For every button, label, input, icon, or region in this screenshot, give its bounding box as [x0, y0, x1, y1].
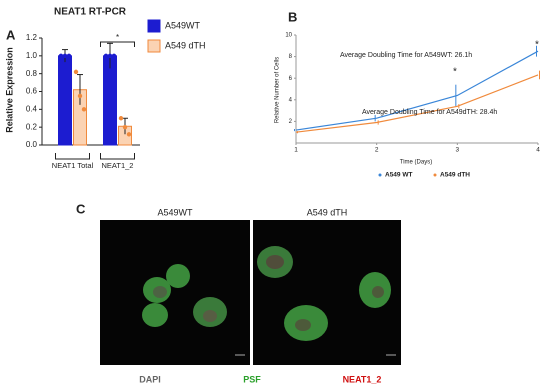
legend-swatch: [147, 39, 161, 53]
bar: [103, 55, 117, 146]
y-tick-label: 1.0: [26, 51, 38, 60]
y-tick-label: 0.0: [26, 140, 38, 149]
series-line: [295, 74, 539, 133]
significance-bracket: [100, 41, 135, 47]
legend-label: A549 dTH: [165, 40, 206, 50]
legend-swatch: [147, 19, 161, 33]
x-tick-label-box: NEAT1_2: [101, 161, 134, 170]
y-tick-label: 4: [289, 97, 293, 103]
x-tick-label-box: NEAT1 Total: [51, 161, 94, 170]
data-point: [66, 53, 72, 59]
micrograph: [100, 220, 401, 365]
bar: [58, 55, 72, 146]
x-tick-label: 3: [456, 147, 460, 154]
panel-label: C: [76, 201, 86, 216]
data-point: [73, 69, 79, 75]
x-tick-label: NEAT1_2: [101, 161, 134, 170]
legend-label: A549 WT: [385, 172, 412, 179]
y-tick-label: 0.4: [26, 104, 38, 113]
significance-label: *: [116, 33, 119, 42]
annotation: Average Doubling Time for A549WT: 26.1h: [340, 52, 472, 59]
data-point: [118, 116, 124, 121]
x-tick-label: 4: [536, 147, 540, 154]
chart-title: NEAT1 RT-PCR: [54, 7, 127, 18]
data-point: [126, 132, 132, 137]
x-tick-label: NEAT1 Total: [51, 161, 94, 170]
data-point: [62, 53, 68, 59]
y-tick-label: 2: [289, 119, 293, 125]
channel-label: NEAT1_2: [343, 374, 382, 384]
data-point: [107, 53, 113, 59]
panel-label: A: [6, 27, 16, 42]
panel-label: B: [288, 9, 297, 24]
y-axis-label: Relative Number of Cells: [275, 57, 281, 123]
channel-label: DAPI: [139, 374, 161, 384]
legend-label: A549 dTH: [440, 172, 470, 179]
legend-swatch: [433, 173, 437, 177]
x-tick-label: 2: [375, 147, 379, 154]
annotation: Average Doubling Time for A549dTH: 28.4h: [362, 109, 497, 116]
category-bracket: [55, 153, 90, 160]
data-point: [81, 107, 87, 112]
y-tick-label: 0.6: [26, 87, 38, 96]
annotation: *: [453, 67, 457, 78]
y-tick-label: 1.2: [26, 33, 38, 42]
y-tick-label: 10: [285, 33, 292, 39]
y-tick-label: 8: [289, 54, 293, 60]
data-point: [111, 53, 117, 59]
y-tick-label: 6: [289, 76, 293, 82]
annotation: *: [535, 40, 539, 51]
data-point: [103, 53, 109, 59]
x-axis-label: Time (Days): [400, 160, 432, 166]
channel-label: PSF: [243, 374, 261, 384]
category-bracket: [100, 153, 135, 160]
data-point: [77, 93, 83, 99]
data-point: [58, 53, 64, 59]
y-tick-label: 0.8: [26, 69, 38, 78]
legend-label: A549WT: [165, 20, 201, 30]
y-tick-label: 0.2: [26, 122, 38, 131]
y-axis-label: Relative Expression: [4, 47, 14, 133]
series-line: [295, 50, 539, 131]
x-tick-label: 1: [294, 147, 298, 154]
data-point: [122, 124, 128, 130]
image-column-label: A549 dTH: [307, 207, 348, 217]
image-column-label: A549WT: [157, 207, 193, 217]
legend-swatch: [378, 173, 382, 177]
